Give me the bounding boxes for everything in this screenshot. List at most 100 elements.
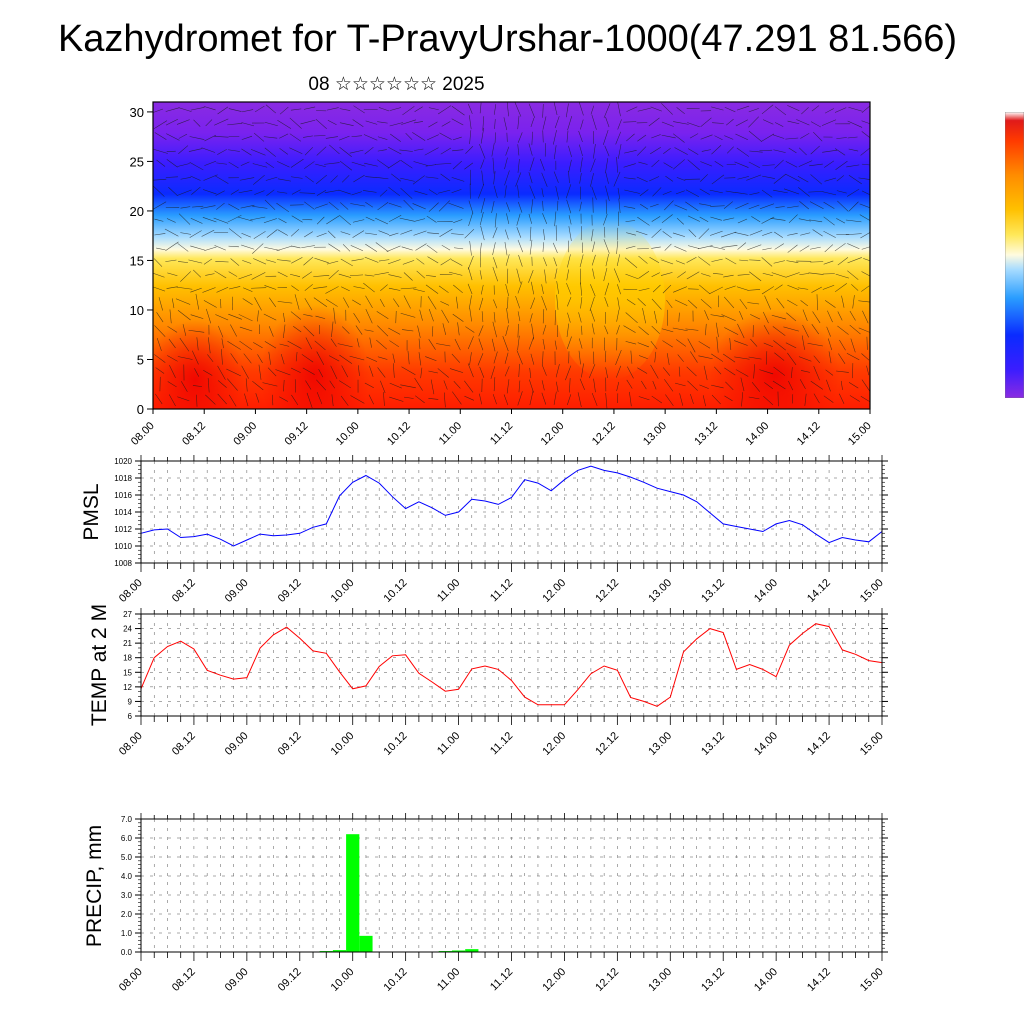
- wind-vector: [189, 136, 205, 140]
- wind-vector: [638, 161, 648, 165]
- hotspot: [260, 305, 370, 409]
- wind-vector: [515, 172, 522, 187]
- wind-vector: [698, 355, 713, 360]
- wind-vector: [241, 233, 251, 238]
- wind-vector: [200, 205, 216, 209]
- wind-vector: [412, 175, 425, 185]
- wind-vector: [603, 103, 611, 118]
- wind-vector: [685, 189, 700, 198]
- x-tick-label: 13.00: [646, 966, 674, 994]
- wind-vector: [761, 189, 773, 198]
- wind-vector: [291, 189, 301, 195]
- wind-vector: [180, 271, 191, 282]
- wind-vector: [252, 174, 265, 185]
- wind-vector: [858, 327, 870, 333]
- wind-vector: [378, 107, 390, 112]
- wind-vector: [516, 350, 523, 365]
- wind-vector: [353, 174, 365, 183]
- precip-bar: [332, 950, 347, 952]
- wind-vector: [665, 175, 674, 182]
- wind-vector: [389, 382, 402, 389]
- wind-vector: [267, 367, 277, 377]
- wind-vector: [709, 286, 724, 294]
- wind-vector: [603, 214, 608, 226]
- wind-vector: [772, 380, 786, 390]
- wind-vector: [810, 121, 822, 128]
- wind-vector: [257, 310, 259, 322]
- wind-vector: [180, 206, 191, 209]
- wind-vector: [836, 218, 846, 224]
- wind-vector: [685, 201, 699, 211]
- wind-vector: [581, 363, 584, 378]
- wind-vector: [839, 339, 846, 351]
- wind-vector: [453, 247, 464, 250]
- wind-vector: [153, 201, 167, 210]
- wind-vector: [749, 230, 763, 236]
- wind-vector: [266, 189, 275, 196]
- wind-vector: [652, 187, 662, 197]
- wind-vector: [774, 284, 783, 291]
- wind-vector: [400, 160, 413, 169]
- wind-vector: [221, 349, 223, 365]
- wind-vector: [386, 245, 401, 252]
- wind-vector: [204, 134, 217, 142]
- wind-vector: [506, 268, 509, 284]
- wind-vector: [837, 200, 849, 212]
- wind-vector: [289, 147, 303, 154]
- wind-vector: [314, 203, 328, 209]
- wind-vector: [155, 367, 165, 374]
- wind-vector: [400, 229, 413, 235]
- wind-vector: [258, 364, 262, 380]
- wind-vector: [517, 239, 524, 253]
- wind-vector: [541, 188, 544, 198]
- wind-vector: [220, 299, 222, 309]
- wind-vector: [338, 214, 351, 226]
- wind-vector: [177, 310, 191, 321]
- wind-vector: [388, 202, 402, 208]
- wind-vector: [325, 286, 339, 294]
- x-tick-label: 12.12: [590, 420, 618, 448]
- wind-vector: [604, 350, 607, 363]
- wind-vector: [230, 258, 240, 266]
- wind-vector: [625, 341, 637, 345]
- wind-vector: [339, 380, 351, 389]
- wind-vector: [824, 160, 835, 168]
- wind-vector: [673, 286, 688, 293]
- wind-vector: [687, 380, 698, 391]
- wind-vector: [428, 398, 439, 400]
- wind-vector: [242, 298, 253, 305]
- wind-vector: [676, 217, 684, 225]
- wind-vector: [528, 172, 533, 184]
- wind-vector: [808, 191, 824, 193]
- wind-vector: [685, 328, 699, 331]
- wind-vector: [214, 118, 229, 126]
- wind-vector: [325, 136, 338, 139]
- wind-vector: [773, 366, 786, 376]
- wind-vector: [215, 175, 229, 184]
- wind-vector: [673, 121, 689, 125]
- wind-vector: [652, 284, 661, 293]
- wind-vector: [641, 380, 647, 390]
- wind-vector: [425, 176, 439, 179]
- wind-vector: [701, 273, 711, 277]
- wind-vector: [202, 287, 216, 293]
- wind-vector: [405, 132, 413, 140]
- wind-vector: [507, 296, 509, 309]
- wind-vector: [774, 231, 783, 238]
- wind-vector: [245, 378, 248, 392]
- wind-vector: [181, 381, 188, 392]
- wind-vector: [252, 163, 268, 168]
- wind-vector: [748, 396, 760, 400]
- x-tick-label: 08.12: [170, 966, 198, 994]
- wind-vector: [502, 336, 509, 352]
- wind-vector: [341, 175, 350, 183]
- wind-vector: [638, 271, 650, 279]
- wind-vector: [356, 338, 360, 348]
- wind-vector: [264, 199, 276, 210]
- y-tick-label: 1020: [114, 457, 132, 466]
- wind-vector: [749, 271, 762, 282]
- y-tick-label: 12: [123, 683, 132, 692]
- wind-vector: [440, 173, 451, 181]
- wind-vector: [613, 268, 621, 283]
- x-tick-label: 12.12: [593, 577, 621, 605]
